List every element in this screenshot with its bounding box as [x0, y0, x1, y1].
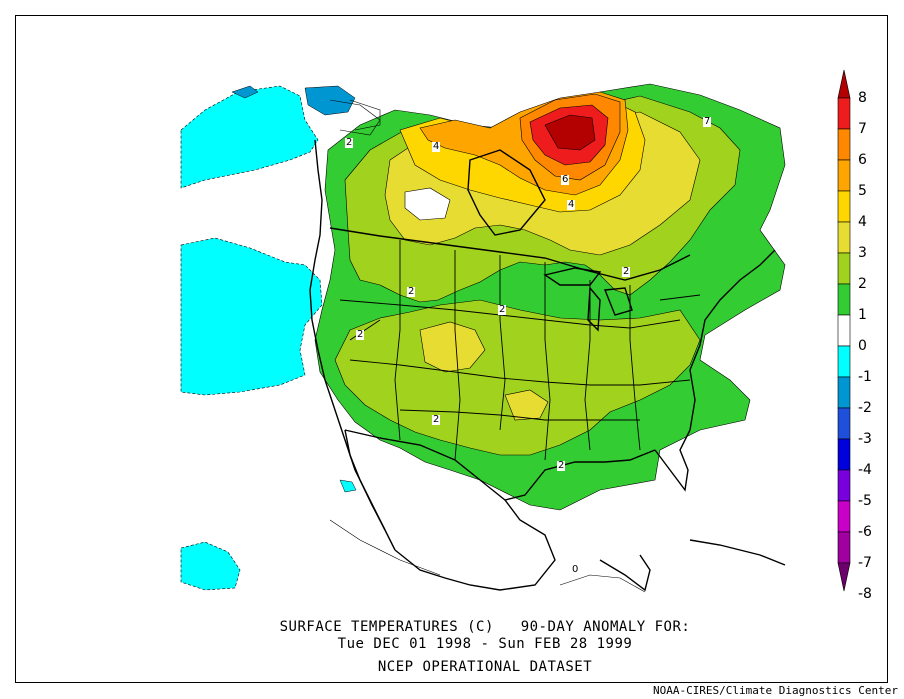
warm-anomaly-8plus — [544, 114, 596, 151]
colorbar-tick-label: -2 — [858, 400, 872, 416]
caption-dataset: NCEP OPERATIONAL DATASET — [377, 659, 593, 675]
colorbar-bottom-arrow — [837, 562, 851, 592]
east-coast — [689, 249, 776, 431]
colorbar-segment — [837, 345, 851, 378]
contour-label: 4 — [567, 199, 576, 210]
contour-label: 2 — [407, 286, 416, 297]
colorbar-segment — [837, 438, 851, 471]
great-lakes-superior — [543, 267, 602, 286]
pacific-cold-anomaly-west — [180, 237, 323, 396]
contour-label: 4 — [432, 141, 441, 152]
contour-lines — [329, 99, 646, 593]
pacific-cold-anomaly-north — [180, 85, 319, 189]
colorbar-tick-label: 8 — [858, 90, 867, 106]
alaska-blue-spot-1 — [231, 85, 259, 99]
state-borders — [339, 240, 701, 461]
colorbar-tick-label: -8 — [858, 586, 872, 602]
contour-label: 6 — [561, 174, 570, 185]
colorbar-segment — [837, 190, 851, 223]
colorbar-segment — [837, 531, 851, 564]
colorbar-tick-label: -1 — [858, 369, 872, 385]
colorbar-segment — [837, 500, 851, 533]
caption-title: SURFACE TEMPERATURES (C) 90-DAY ANOMALY … — [279, 619, 691, 635]
cuba — [689, 539, 786, 566]
colorbar-segment — [837, 221, 851, 254]
colorbar-segment — [837, 159, 851, 192]
contour-label: 2 — [345, 137, 354, 148]
caption-date-range: Tue DEC 01 1998 - Sun FEB 28 1999 — [337, 636, 633, 652]
neutral-patch-hudson — [404, 187, 451, 221]
colorbar-tick-label: 3 — [858, 245, 867, 261]
colorbar-tick-label: -5 — [858, 493, 872, 509]
cold-anomaly-regions — [180, 85, 357, 591]
hudson-bay — [467, 149, 546, 236]
colorbar-segment — [837, 407, 851, 440]
colorbar-segment — [837, 97, 851, 130]
alaska-blue-spot-2 — [304, 85, 356, 116]
colorbar-tick-label: -7 — [858, 555, 872, 571]
colorbar-tick-label: 5 — [858, 183, 867, 199]
pacific-cold-anomaly-south — [180, 541, 241, 591]
great-lakes-huron — [604, 287, 633, 316]
plot-frame — [15, 15, 888, 683]
contour-label: 2 — [557, 460, 566, 471]
colorbar-tick-label: 1 — [858, 307, 867, 323]
colorbar-tick-label: 7 — [858, 121, 867, 137]
contour-label: 2 — [622, 266, 631, 277]
colorbar-tick-label: -6 — [858, 524, 872, 540]
colorbar-tick-label: 2 — [858, 276, 867, 292]
colorbar-tick-label: 6 — [858, 152, 867, 168]
coastlines-and-borders — [309, 139, 786, 592]
yucatan — [599, 554, 651, 592]
great-lakes-michigan — [587, 286, 601, 332]
baja-peninsula — [344, 429, 386, 531]
colorbar-segment — [837, 469, 851, 502]
colorbar-segment — [837, 283, 851, 316]
contour-label: 2 — [432, 414, 441, 425]
colorbar-tick-label: 4 — [858, 214, 867, 230]
credit-text: NOAA-CIRES/Climate Diagnostics Center — [652, 684, 898, 697]
canada-us-border — [329, 227, 691, 281]
colorbar-top-arrow — [837, 69, 851, 99]
warm-anomaly-3to4-texas — [504, 389, 549, 421]
colorbar-tick-label: -4 — [858, 462, 872, 478]
colorbar-segment — [837, 314, 851, 347]
contour-label: 2 — [356, 329, 365, 340]
colorbar-segment — [837, 252, 851, 285]
colorbar — [837, 69, 851, 592]
colorbar-segment — [837, 376, 851, 409]
florida — [654, 429, 691, 492]
contour-label: 7 — [703, 116, 712, 127]
contour-label: 0 — [571, 564, 580, 575]
warm-anomaly-3to4-southwest — [419, 321, 486, 373]
us-mexico-border — [344, 429, 481, 481]
baja-cold-spot — [339, 479, 357, 493]
mexico-coast — [394, 499, 556, 591]
contour-label: 2 — [498, 304, 507, 315]
colorbar-tick-label: -3 — [858, 431, 872, 447]
colorbar-segment — [837, 128, 851, 161]
colorbar-tick-label: 0 — [858, 338, 867, 354]
